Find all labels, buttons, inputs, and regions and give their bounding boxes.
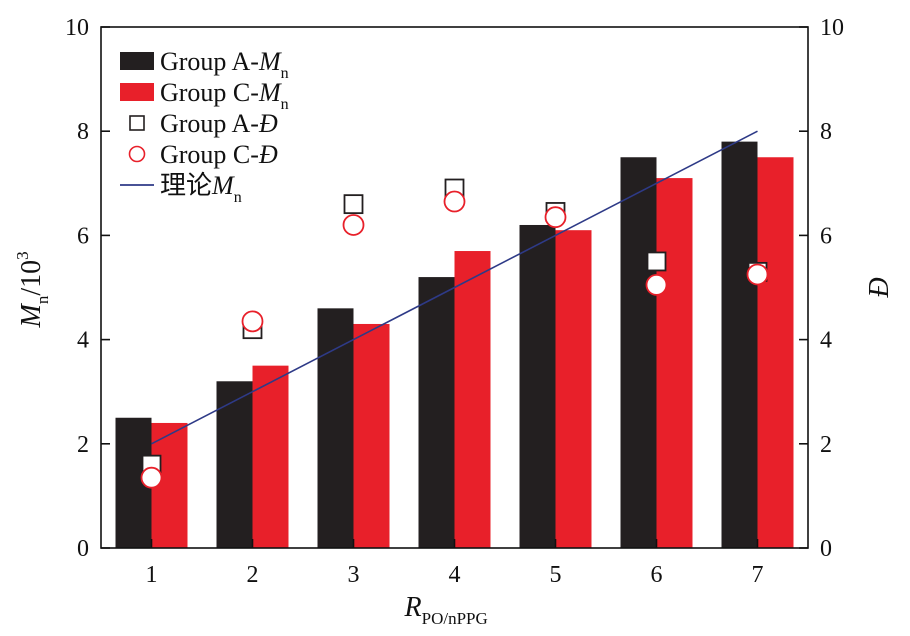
bar-group-c-mn-2 bbox=[252, 365, 289, 548]
marker-group-c-d-1 bbox=[140, 466, 163, 489]
y-left-tick-label: 4 bbox=[77, 328, 89, 354]
marker-group-c-d-3 bbox=[342, 214, 365, 236]
x-tick-label: 7 bbox=[752, 562, 764, 588]
legend-label: 理论Mn bbox=[160, 171, 242, 206]
y-left-tick-label: 0 bbox=[77, 536, 89, 562]
marker-group-c-d-2 bbox=[241, 310, 264, 333]
y-right-tick-label: 4 bbox=[820, 328, 832, 354]
legend-swatch-bar bbox=[120, 52, 154, 70]
bar-group-a-mn-2 bbox=[216, 381, 253, 548]
marker-group-c-d-6 bbox=[645, 273, 668, 296]
y-right-tick-label: 0 bbox=[820, 536, 832, 562]
legend-label: Group A-Đ bbox=[160, 109, 278, 138]
theory-line-layer bbox=[151, 130, 758, 445]
bar-group-a-mn-5 bbox=[519, 224, 556, 549]
marker-group-a-d-6 bbox=[646, 251, 667, 272]
bar-group-a-mn-3 bbox=[317, 308, 354, 548]
bar-group-c-mn-6 bbox=[656, 178, 693, 548]
x-tick-label: 4 bbox=[449, 562, 461, 588]
y-left-tick-label: 10 bbox=[65, 15, 89, 41]
axis-titles: RPO/nPPG Mn/103 Đ bbox=[13, 251, 895, 628]
x-tick-label: 2 bbox=[247, 562, 259, 588]
x-tick-label: 5 bbox=[550, 562, 562, 588]
bar-group-a-mn-7 bbox=[721, 141, 758, 548]
bar-group-c-mn-4 bbox=[454, 251, 491, 548]
marker-group-c-d-7 bbox=[746, 263, 769, 286]
legend-swatch-circle bbox=[128, 145, 146, 163]
bar-group-c-mn-3 bbox=[353, 323, 390, 548]
bar-group-a-mn-6 bbox=[620, 157, 657, 548]
markers-layer bbox=[140, 178, 769, 489]
x-tick-label: 1 bbox=[146, 562, 158, 588]
x-axis-title: RPO/nPPG bbox=[404, 592, 488, 628]
y-left-tick-label: 6 bbox=[77, 223, 89, 249]
y-right-tick-label: 2 bbox=[820, 432, 832, 458]
legend-swatch-bar bbox=[120, 83, 154, 101]
y-left-tick-label: 2 bbox=[77, 432, 89, 458]
y-left-axis-title: Mn/103 bbox=[13, 251, 52, 328]
marker-group-c-d-5 bbox=[544, 206, 567, 229]
x-tick-label: 3 bbox=[348, 562, 360, 588]
marker-group-c-d-4 bbox=[443, 190, 466, 213]
marker-group-a-d-3 bbox=[343, 194, 364, 215]
bar-group-c-mn-7 bbox=[757, 157, 794, 548]
y-right-tick-label: 10 bbox=[820, 15, 844, 41]
bar-group-a-mn-4 bbox=[418, 277, 455, 548]
y-right-tick-label: 8 bbox=[820, 119, 832, 145]
x-tick-label: 6 bbox=[651, 562, 663, 588]
y-left-tick-label: 8 bbox=[77, 119, 89, 145]
legend-swatch-square bbox=[129, 115, 145, 131]
bar-group-c-mn-5 bbox=[555, 230, 592, 548]
legend-label: Group C-Mn bbox=[160, 78, 289, 113]
y-right-tick-label: 6 bbox=[820, 223, 832, 249]
bars-layer bbox=[115, 141, 794, 549]
y-right-axis-title: Đ bbox=[864, 277, 895, 298]
legend-label: Group A-Mn bbox=[160, 47, 289, 82]
theory-mn-line bbox=[151, 130, 758, 445]
legend-label: Group C-Đ bbox=[160, 140, 278, 169]
